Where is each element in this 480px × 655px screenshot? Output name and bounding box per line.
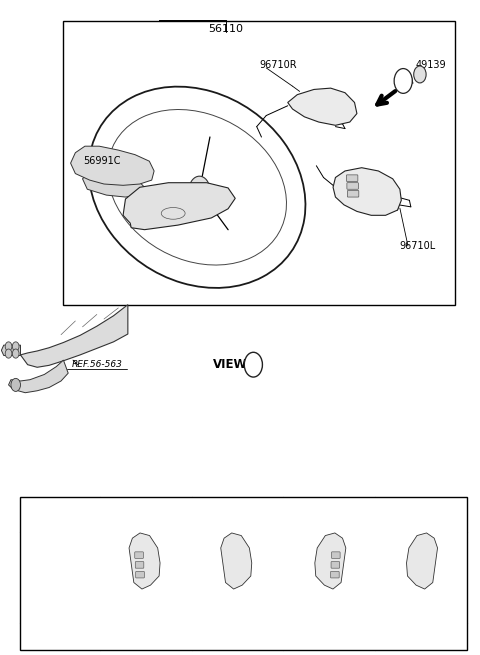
Polygon shape — [83, 164, 144, 197]
Polygon shape — [221, 533, 252, 589]
FancyBboxPatch shape — [348, 191, 359, 197]
Circle shape — [394, 69, 412, 94]
Text: 96700-3X700: 96700-3X700 — [212, 632, 264, 641]
Circle shape — [5, 342, 12, 351]
Circle shape — [12, 342, 19, 351]
Polygon shape — [71, 146, 154, 185]
FancyBboxPatch shape — [347, 175, 358, 181]
Polygon shape — [21, 305, 128, 367]
Text: 96710L: 96710L — [399, 241, 436, 251]
FancyBboxPatch shape — [331, 561, 340, 568]
FancyBboxPatch shape — [135, 561, 144, 568]
Polygon shape — [333, 168, 401, 215]
Text: 96710R: 96710R — [259, 60, 297, 70]
Text: A: A — [250, 360, 257, 369]
Bar — [63, 21, 455, 305]
Text: P/NO: P/NO — [49, 632, 71, 641]
Polygon shape — [407, 533, 438, 589]
Polygon shape — [1, 345, 21, 356]
FancyBboxPatch shape — [347, 183, 359, 189]
Text: 96700-3X800: 96700-3X800 — [303, 632, 355, 641]
FancyBboxPatch shape — [331, 571, 339, 578]
Circle shape — [5, 349, 12, 358]
Circle shape — [12, 349, 19, 358]
FancyBboxPatch shape — [135, 552, 144, 558]
Circle shape — [414, 66, 426, 83]
Circle shape — [11, 379, 21, 392]
Text: 49139: 49139 — [416, 60, 446, 70]
Text: 96700-3X500: 96700-3X500 — [120, 632, 172, 641]
Text: ILLUST: ILLUST — [45, 573, 75, 582]
Text: A: A — [400, 77, 407, 85]
Polygon shape — [315, 533, 346, 589]
Polygon shape — [9, 360, 68, 393]
Text: 96710L: 96710L — [175, 514, 208, 523]
Text: 96700-3X900: 96700-3X900 — [395, 632, 447, 641]
Polygon shape — [129, 533, 160, 589]
Polygon shape — [123, 183, 235, 230]
Circle shape — [189, 176, 210, 205]
FancyBboxPatch shape — [332, 552, 340, 558]
Text: REF.56-563: REF.56-563 — [72, 360, 122, 369]
Text: VIEW: VIEW — [213, 358, 248, 371]
Polygon shape — [288, 88, 357, 125]
Circle shape — [244, 352, 263, 377]
Text: KEY NO.: KEY NO. — [42, 514, 78, 523]
Text: 56991C: 56991C — [83, 156, 120, 166]
Text: 56110: 56110 — [208, 24, 243, 35]
FancyBboxPatch shape — [136, 571, 144, 578]
Text: 96710R: 96710R — [358, 514, 393, 523]
Bar — [21, 497, 467, 650]
